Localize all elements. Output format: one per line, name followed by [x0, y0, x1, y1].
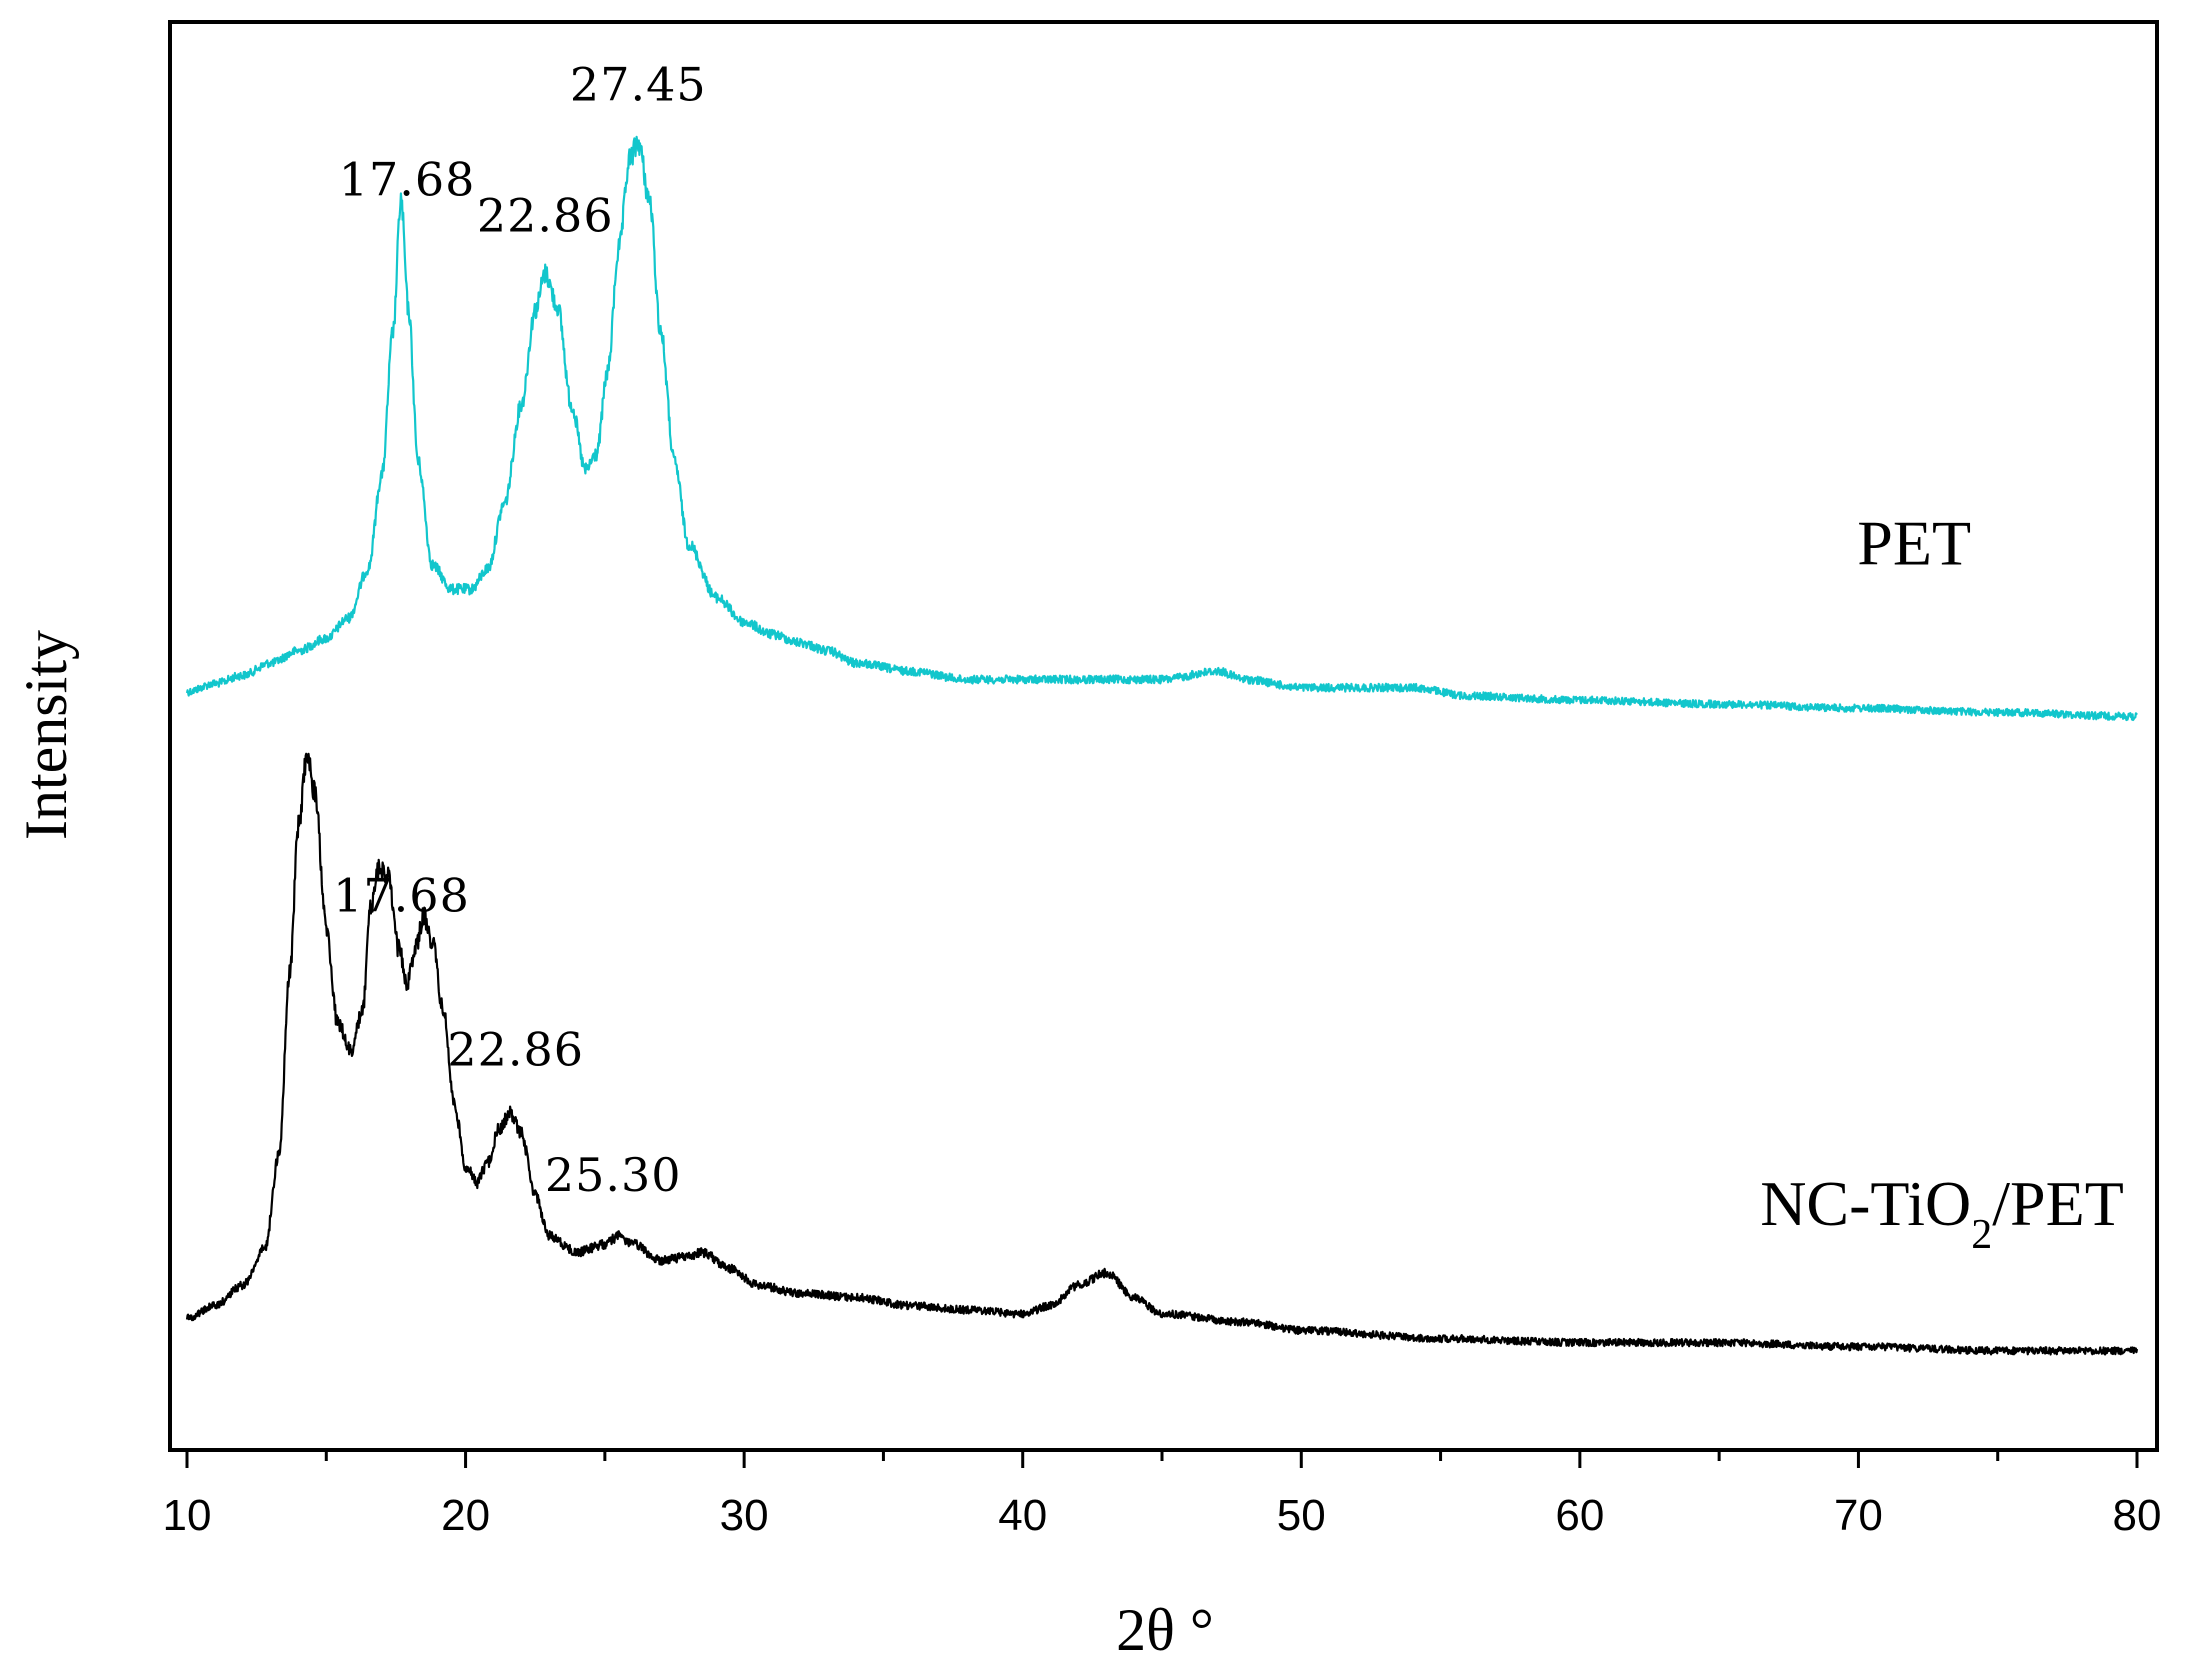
series-label-sub: 2: [1971, 1212, 1992, 1258]
series-label-main: NC-TiO: [1760, 1168, 1971, 1239]
series-lines: [185, 135, 2139, 1356]
series-label-main: PET: [1857, 508, 1971, 579]
peak-label: 17.68: [333, 869, 470, 923]
y-axis-title: Intensity: [13, 630, 79, 840]
peak-label: 22.86: [447, 1022, 584, 1076]
x-tick-label: 10: [163, 1491, 212, 1540]
x-axis: 10 20 30 40 50 60 70 80: [163, 1450, 2162, 1540]
peak-label: 25.30: [545, 1148, 682, 1202]
series-label: PET: [1857, 508, 1971, 579]
x-tick-label: 50: [1277, 1491, 1326, 1540]
x-tick-label: 20: [441, 1491, 490, 1540]
series-label-tail: /PET: [1992, 1168, 2124, 1239]
x-tick-label: 40: [998, 1491, 1047, 1540]
series-label: NC-TiO2/PET: [1760, 1168, 2124, 1258]
x-axis-title: 2θ °: [1116, 1597, 1214, 1663]
x-tick-label: 70: [1834, 1491, 1883, 1540]
x-tick-label: 80: [2113, 1491, 2162, 1540]
series-line-0: [185, 135, 2138, 722]
x-tick-label: 60: [1555, 1491, 1604, 1540]
series-line-1: [185, 752, 2139, 1356]
peak-label: 22.86: [477, 189, 614, 243]
series-labels: PET NC-TiO2/PET: [1760, 508, 2124, 1258]
peak-label: 27.45: [570, 57, 707, 111]
peak-label: 17.68: [339, 153, 476, 207]
x-tick-label: 30: [720, 1491, 769, 1540]
